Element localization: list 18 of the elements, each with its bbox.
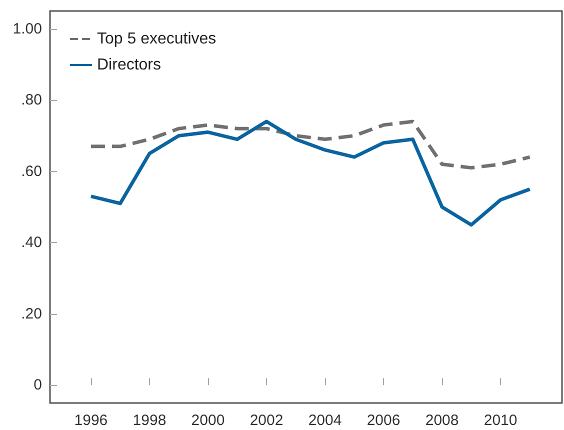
y-tick-label: .20 [21,305,42,322]
x-tick-label: 1996 [74,412,108,429]
x-tick-label: 2010 [484,412,518,429]
y-tick-label: 0 [34,376,42,394]
y-tick-label: .80 [21,92,42,109]
x-tick-label: 2002 [250,412,284,429]
y-tick-label: 1.00 [12,20,42,38]
line-series [89,120,532,227]
x-tick-label: 2006 [366,412,400,429]
x-tick-label: 2000 [191,412,225,429]
legend-label: Top 5 executives [97,30,216,48]
y-tick-label: .40 [21,234,42,252]
x-tick-label: 2004 [308,412,342,429]
legend-label: Directors [97,56,162,74]
y-tick-label: .60 [21,162,42,180]
x-tick-label: 2008 [425,412,459,429]
line-series [89,120,532,170]
x-tick-label: 1998 [132,412,166,429]
